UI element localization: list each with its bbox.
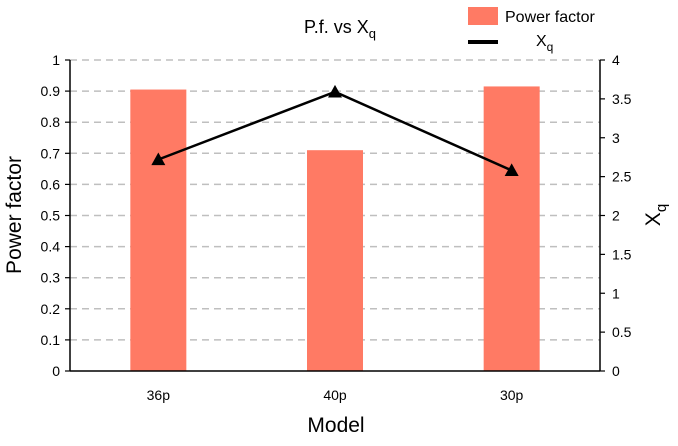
right-tick-label: 0.5 bbox=[612, 324, 632, 340]
chart-title: P.f. vs Xq bbox=[304, 17, 376, 41]
right-tick-label: 2 bbox=[612, 208, 620, 224]
left-tick-label: 0.7 bbox=[41, 145, 61, 161]
right-axis-ticks: 0 0.5 1 1.5 2 2.5 3 3.5 4 bbox=[600, 52, 632, 379]
xq-marker-40p bbox=[328, 84, 342, 98]
left-tick-label: 0.1 bbox=[41, 332, 61, 348]
xq-marker-30p bbox=[504, 163, 519, 177]
x-tick-label: 40p bbox=[323, 387, 347, 403]
left-tick-label: 0.6 bbox=[41, 176, 61, 192]
left-tick-label: 0.3 bbox=[41, 270, 61, 286]
x-tick-label: 30p bbox=[500, 387, 524, 403]
right-tick-label: 2.5 bbox=[612, 169, 632, 185]
right-tick-label: 1.5 bbox=[612, 246, 632, 262]
xq-marker-36p bbox=[151, 152, 166, 166]
left-tick-label: 0.2 bbox=[41, 301, 61, 317]
right-axis-title: Xq bbox=[642, 204, 670, 226]
legend: Power factor Xq bbox=[468, 7, 595, 54]
right-tick-label: 3.5 bbox=[612, 91, 632, 107]
legend-swatch-power-factor bbox=[468, 7, 498, 25]
x-axis-title: Model bbox=[307, 414, 364, 437]
right-tick-label: 1 bbox=[612, 285, 620, 301]
left-axis-title: Power factor bbox=[3, 156, 26, 274]
legend-label-power-factor: Power factor bbox=[505, 9, 595, 26]
bar-36p bbox=[130, 89, 187, 372]
left-tick-label: 0.4 bbox=[41, 239, 61, 255]
line-series bbox=[151, 84, 519, 177]
bar-series bbox=[130, 86, 540, 372]
x-axis-ticks: 36p 40p 30p bbox=[147, 387, 524, 403]
legend-label-xq: Xq bbox=[536, 33, 553, 54]
left-tick-label: 0.5 bbox=[41, 208, 61, 224]
bar-30p bbox=[483, 86, 540, 371]
left-tick-label: 0.8 bbox=[41, 114, 61, 130]
x-tick-label: 36p bbox=[147, 387, 171, 403]
left-axis-ticks: 0 0.1 0.2 0.3 0.4 0.5 0.6 0.7 0.8 0.9 1 bbox=[41, 52, 70, 379]
left-tick-label: 0.9 bbox=[41, 83, 61, 99]
right-tick-label: 0 bbox=[612, 363, 620, 379]
bar-40p bbox=[307, 150, 363, 371]
left-tick-label: 0 bbox=[52, 363, 60, 379]
left-tick-label: 1 bbox=[52, 52, 60, 68]
right-tick-label: 4 bbox=[612, 52, 620, 68]
right-tick-label: 3 bbox=[612, 130, 620, 146]
